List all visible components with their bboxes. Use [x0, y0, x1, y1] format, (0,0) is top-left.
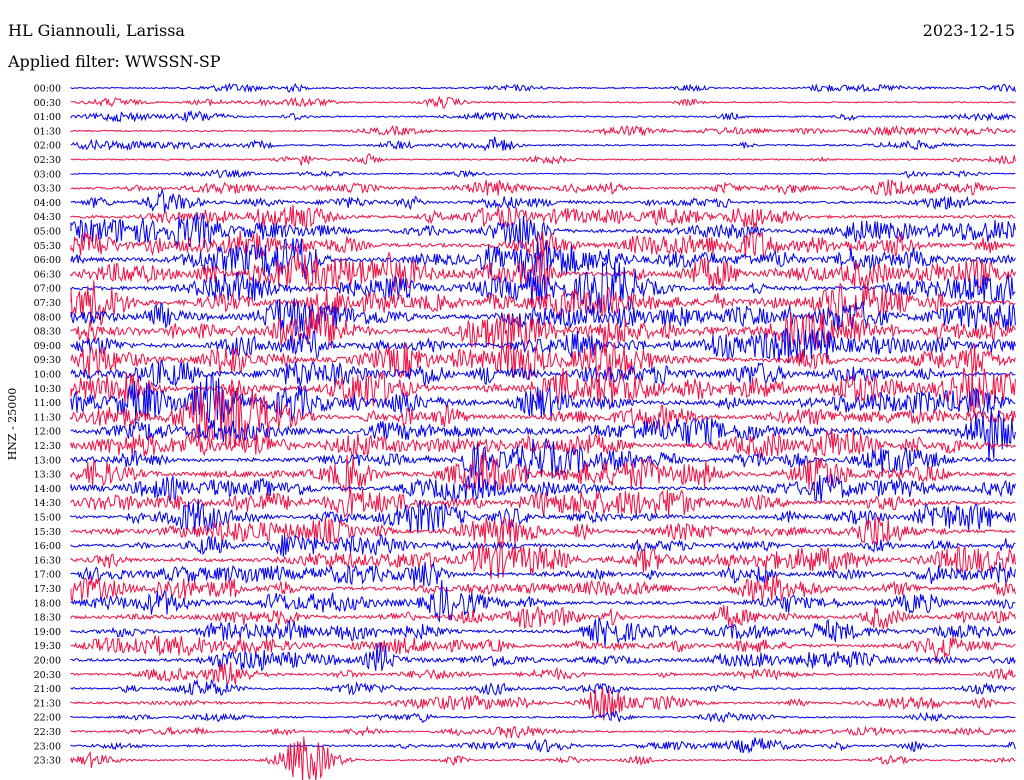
- trace-line: [70, 408, 1016, 462]
- trace-line: [70, 168, 1016, 179]
- trace-line: [70, 561, 1016, 587]
- trace-line: [70, 686, 1016, 721]
- time-label: 07:00: [34, 284, 61, 295]
- time-label: 01:00: [34, 112, 61, 123]
- time-label: 20:30: [34, 670, 61, 681]
- trace-line: [70, 574, 1016, 602]
- time-label: 15:00: [34, 513, 61, 524]
- trace-line: [70, 298, 1016, 337]
- time-label: 19:30: [34, 641, 61, 652]
- time-label: 04:30: [34, 212, 61, 223]
- time-label: 10:00: [34, 370, 61, 381]
- time-label: 09:30: [34, 355, 61, 366]
- time-label: 03:00: [34, 169, 61, 180]
- trace-line: [70, 179, 1016, 197]
- trace-line: [70, 212, 1016, 250]
- trace-line: [70, 386, 1016, 448]
- time-label: 12:30: [34, 441, 61, 452]
- time-label: 08:00: [34, 312, 61, 323]
- trace-line: [70, 725, 1016, 739]
- time-label: 02:30: [34, 155, 61, 166]
- time-label: 12:00: [34, 427, 61, 438]
- time-label: 14:00: [34, 484, 61, 495]
- trace-line: [70, 533, 1016, 558]
- trace-line: [70, 109, 1016, 123]
- trace-line: [70, 96, 1016, 109]
- time-label: 16:00: [34, 541, 61, 552]
- time-label: 02:00: [34, 141, 61, 152]
- time-label: 10:30: [34, 384, 61, 395]
- trace-line: [70, 438, 1016, 481]
- time-label: 18:30: [34, 613, 61, 624]
- trace-line: [70, 635, 1016, 664]
- time-label: 06:00: [34, 255, 61, 266]
- trace-line: [70, 136, 1016, 152]
- time-label: 13:00: [34, 455, 61, 466]
- station-title: HL Giannouli, Larissa: [8, 21, 185, 40]
- time-label: 22:30: [34, 727, 61, 738]
- time-label: 17:30: [34, 584, 61, 595]
- filter-label: Applied filter: WWSSN-SP: [8, 52, 221, 71]
- time-label: 07:30: [34, 298, 61, 309]
- time-label: 20:00: [34, 656, 61, 667]
- trace-line: [70, 709, 1016, 724]
- time-label: 18:00: [34, 598, 61, 609]
- time-label: 05:00: [34, 227, 61, 238]
- time-label: 19:00: [34, 627, 61, 638]
- time-label: 16:30: [34, 555, 61, 566]
- trace-line: [70, 541, 1016, 580]
- time-label: 21:30: [34, 698, 61, 709]
- trace-line: [70, 230, 1016, 262]
- trace-line: [70, 309, 1016, 350]
- time-label: 05:30: [34, 241, 61, 252]
- trace-line: [70, 428, 1016, 459]
- trace-line: [70, 580, 1016, 624]
- trace-line: [70, 366, 1016, 415]
- trace-line: [70, 515, 1016, 547]
- trace-line: [70, 450, 1016, 493]
- trace-line: [70, 82, 1016, 94]
- time-label: 01:30: [34, 126, 61, 137]
- time-label: 04:00: [34, 198, 61, 209]
- trace-line: [70, 678, 1016, 697]
- trace-line: [70, 327, 1016, 364]
- trace-line: [70, 341, 1016, 380]
- trace-line: [70, 280, 1016, 327]
- time-label: 00:00: [34, 84, 61, 95]
- channel-axis-label: HNZ - 25000: [6, 388, 19, 461]
- time-label: 11:00: [34, 398, 61, 409]
- trace-line: [70, 498, 1016, 535]
- time-label: 21:00: [34, 684, 61, 695]
- trace-line: [70, 737, 1016, 755]
- time-label: 23:30: [34, 756, 61, 767]
- trace-line: [70, 474, 1016, 504]
- trace-line: [70, 204, 1016, 230]
- trace-rows: 00:00 00:30 01:00 01:30 02:00 02:30 03:00 03:30…: [34, 82, 1016, 780]
- time-label: 03:30: [34, 184, 61, 195]
- time-label: 13:30: [34, 470, 61, 481]
- date-label: 2023-12-15: [922, 21, 1015, 40]
- time-label: 00:30: [34, 98, 61, 109]
- time-label: 11:30: [34, 412, 61, 423]
- time-label: 06:30: [34, 269, 61, 280]
- trace-line: [70, 124, 1016, 137]
- trace-line: [70, 249, 1016, 295]
- time-label: 09:00: [34, 341, 61, 352]
- trace-line: [70, 488, 1016, 518]
- time-label: 17:00: [34, 570, 61, 581]
- trace-line: [70, 736, 1016, 780]
- trace-line: [70, 360, 1016, 388]
- trace-line: [70, 261, 1016, 314]
- time-label: 14:30: [34, 498, 61, 509]
- time-label: 23:00: [34, 741, 61, 752]
- trace-line: [70, 189, 1016, 213]
- time-label: 15:30: [34, 527, 61, 538]
- trace-line: [70, 605, 1016, 630]
- trace-line: [70, 153, 1016, 166]
- trace-line: [70, 617, 1016, 648]
- trace-line: [70, 642, 1016, 672]
- time-label: 22:00: [34, 713, 61, 724]
- time-label: 08:30: [34, 327, 61, 338]
